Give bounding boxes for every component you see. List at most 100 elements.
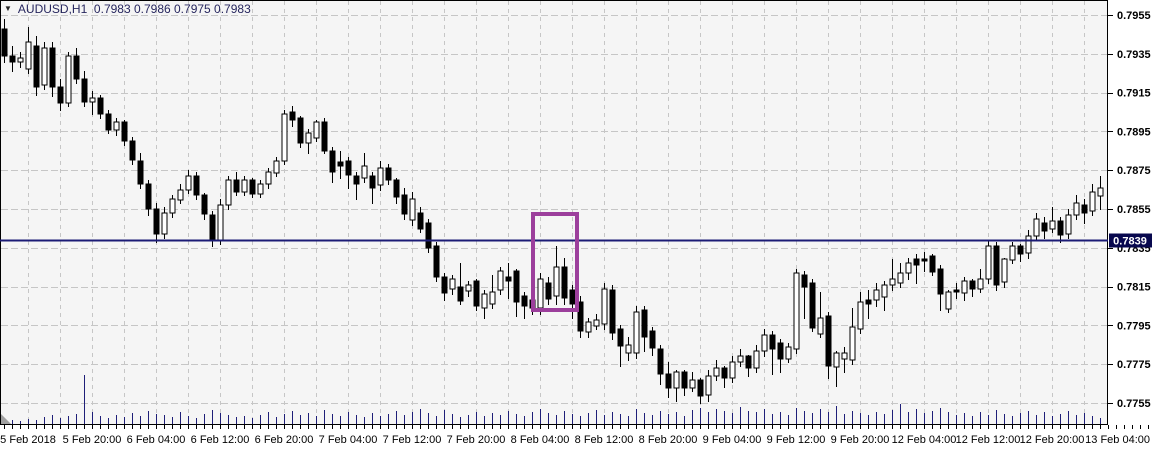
time-axis-label: 6 Feb 04:00 (127, 434, 186, 446)
candle-bear (393, 179, 400, 198)
candle-bear (1017, 245, 1024, 255)
candle-bear (385, 167, 392, 181)
candle-bull (1089, 191, 1096, 212)
time-axis-label: 5 Feb 2018 (0, 434, 56, 446)
candle-bear (937, 268, 944, 295)
candle-bear (425, 222, 432, 249)
candle-bear (649, 330, 656, 349)
time-axis-label: 9 Feb 12:00 (767, 434, 826, 446)
time-axis-label: 9 Feb 04:00 (703, 434, 762, 446)
candle-bear (825, 315, 832, 367)
candle-bear (577, 301, 584, 332)
candle-bear (801, 274, 808, 288)
price-axis-label: 0.7855 (1117, 204, 1151, 216)
candle-bull (217, 204, 224, 241)
highlight-rectangle[interactable] (531, 212, 579, 312)
candle-bull (185, 175, 192, 191)
candle-bear (145, 183, 152, 210)
candle-bear (121, 121, 128, 142)
candle-bear (697, 379, 704, 397)
price-axis[interactable]: 0.7955 0.7935 0.7915 0.7895 0.7875 0.7855 0.78… (1108, 10, 1151, 410)
time-axis[interactable]: 5 Feb 2018 5 Feb 20:00 6 Feb 04:00 6 Feb 12… (0, 425, 1150, 446)
candle-bear (617, 328, 624, 347)
candle-bear (153, 208, 160, 235)
candle-bear (9, 55, 16, 63)
candle-bear (777, 342, 784, 360)
candle-bull (281, 113, 288, 162)
time-axis-label: 8 Feb 20:00 (639, 434, 698, 446)
candle-bull (257, 183, 264, 195)
candle-bull (481, 293, 488, 309)
candle-bear (57, 86, 64, 104)
candle-bull (793, 272, 800, 350)
candle-bear (865, 299, 872, 305)
candle-bull (25, 41, 32, 70)
candle-bear (609, 289, 616, 334)
candle-bull (625, 344, 632, 354)
candle-bull (945, 291, 952, 310)
candle-bear (137, 160, 144, 185)
candle-bull (65, 55, 72, 104)
candle-bear (457, 286, 464, 302)
candle-bear (745, 355, 752, 369)
price-axis-label: 0.7795 (1117, 320, 1151, 332)
symbol-dropdown-icon[interactable]: ▼ (4, 4, 12, 13)
candle-bear (665, 373, 672, 389)
candle-bear (921, 258, 928, 262)
time-axis-label: 12 Feb 04:00 (892, 434, 957, 446)
candle-bull (361, 165, 368, 179)
candle-bull (881, 284, 888, 298)
candle-bull (17, 57, 24, 63)
time-axis-label: 7 Feb 12:00 (383, 434, 442, 446)
candle-bear (49, 47, 56, 88)
candle-bull (977, 278, 984, 290)
candle-bull (689, 379, 696, 389)
candle-bear (505, 276, 512, 282)
candle-bear (209, 214, 216, 241)
time-axis-label: 8 Feb 12:00 (575, 434, 634, 446)
candle-bull (537, 278, 544, 309)
candle-bull (113, 121, 120, 131)
candle-bull (897, 272, 904, 284)
price-axis-label: 0.7955 (1117, 10, 1151, 22)
candle-bear (473, 280, 480, 307)
candle-bull (817, 317, 824, 335)
candle-bear (1081, 204, 1088, 214)
candle-bull (761, 334, 768, 352)
candle-bull (729, 361, 736, 379)
candle-bull (465, 284, 472, 292)
price-axis-label: 0.7895 (1117, 126, 1151, 138)
candle-bull (849, 326, 856, 361)
candle-bull (593, 319, 600, 327)
candle-bear (297, 117, 304, 144)
candle-bull (961, 280, 968, 294)
price-line-tag (1109, 233, 1152, 248)
candle-bear (353, 175, 360, 185)
candle-bear (1041, 222, 1048, 232)
candle-bear (913, 258, 920, 266)
candle-bull (785, 346, 792, 360)
candle-bear (201, 194, 208, 215)
time-axis-label: 6 Feb 20:00 (255, 434, 314, 446)
candle-bear (561, 266, 568, 299)
candle-bear (521, 295, 528, 307)
candle-bull (161, 212, 168, 235)
candle-bull (169, 198, 176, 214)
candle-bear (569, 289, 576, 305)
candle-bear (289, 111, 296, 121)
candle-bear (545, 282, 552, 300)
candle-bear (1, 28, 8, 57)
candle-bull (265, 171, 272, 185)
candle-bear (401, 194, 408, 215)
chart-title-text: AUDUSD,H1 0.7983 0.7986 0.7975 0.7983 (17, 2, 251, 16)
candle-bull (1097, 187, 1104, 197)
candle-bull (41, 47, 48, 86)
candle-bull (633, 311, 640, 354)
candle-bull (1065, 214, 1072, 235)
price-axis-label: 0.7775 (1117, 359, 1151, 371)
candle-bear (769, 334, 776, 350)
candle-bull (489, 291, 496, 305)
candle-bear (249, 179, 256, 195)
